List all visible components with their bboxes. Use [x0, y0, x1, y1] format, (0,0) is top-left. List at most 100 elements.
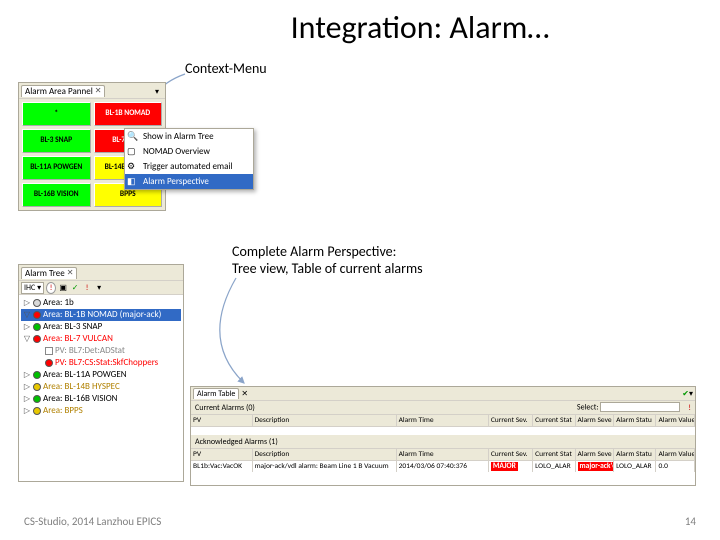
tree-item-label: Area: BL-3 SNAP	[43, 321, 102, 332]
menu-item[interactable]: ◧ Alarm Perspective	[125, 174, 253, 189]
table-cell: 2014/03/06 07:40:376	[397, 461, 489, 472]
table-titlebar: Alarm Table ✕ ✔ ▾	[191, 387, 695, 401]
tree-row[interactable]: PV: BL7:Det:ADStat	[21, 345, 181, 357]
select-label: Select:	[577, 403, 599, 413]
column-header[interactable]: PV	[191, 449, 253, 460]
expand-icon[interactable]: ▷	[23, 382, 31, 392]
tree-item-label: Area: 1b	[43, 297, 74, 308]
column-header[interactable]: Alarm Statu	[614, 415, 656, 426]
tree-item-label: PV: BL7:Det:ADStat	[55, 345, 125, 356]
menu-item[interactable]: ⚙Trigger automated email	[125, 159, 253, 174]
menu-item-label: Alarm Perspective	[143, 176, 209, 187]
column-header[interactable]: Alarm Seve	[576, 415, 615, 426]
slide-title: Integration: Alarm…	[0, 0, 720, 47]
perspective-label-2: Tree view, Table of current alarms	[232, 260, 423, 277]
column-header[interactable]: Description	[253, 449, 397, 460]
ack-icon[interactable]: ✔	[682, 389, 689, 399]
status-dot-icon	[33, 311, 41, 319]
footer-right: 14	[685, 515, 696, 528]
status-dot-icon	[33, 335, 41, 343]
close-icon[interactable]: ✕	[241, 389, 248, 399]
current-empty-body	[191, 427, 695, 435]
column-header[interactable]: Alarm Time	[397, 415, 489, 426]
unack-btn[interactable]: !	[688, 403, 691, 413]
column-header[interactable]: Current Sev.	[489, 415, 533, 426]
column-header[interactable]: Alarm Value	[656, 415, 695, 426]
tree-row[interactable]: ▷ Area: BL-3 SNAP	[21, 321, 181, 333]
expand-icon[interactable]: ▷	[23, 370, 31, 380]
alarm-cell[interactable]: BL-3 SNAP	[22, 129, 91, 153]
panel-tab[interactable]: Alarm Area Pannel ✕	[21, 85, 105, 97]
alarm-cell[interactable]: BL-1B NOMAD	[94, 102, 163, 126]
table-cell: LOLO_ALAR	[614, 461, 656, 472]
display-icon: ▢	[127, 146, 139, 158]
tab-label: Alarm Area Pannel	[25, 86, 93, 97]
column-header[interactable]: PV	[191, 415, 253, 426]
table-tab[interactable]: Alarm Table	[193, 388, 239, 399]
toolbar-icon[interactable]: ▾	[155, 87, 163, 95]
status-dot-icon	[33, 383, 41, 391]
perspective-icon: ◧	[127, 176, 139, 188]
tree-item-label: PV: BL7:CS:Stat:SkfChoppers	[55, 357, 158, 368]
table-rows-ack: BL1b:Vac:VacOKmajor-ack/vdl alarm: Beam …	[191, 461, 695, 472]
menu-icon[interactable]: ▾	[94, 283, 104, 293]
tree-row[interactable]: ▷Area: BL-11A POWGEN	[21, 369, 181, 381]
column-header[interactable]: Description	[253, 415, 397, 426]
menu-item[interactable]: ▢ NOMAD Overview	[125, 144, 253, 159]
tree-row[interactable]: ▷Area: BL-16B VISION	[21, 393, 181, 405]
info-icon[interactable]: !	[46, 282, 56, 294]
menu-item[interactable]: 🔍Show in Alarm Tree	[125, 129, 253, 144]
tree-row[interactable]: ▷Area: BPPS	[21, 405, 181, 417]
table-row[interactable]: BL1b:Vac:VacOKmajor-ack/vdl alarm: Beam …	[191, 461, 695, 472]
current-alarms-label: Current Alarms (0)	[195, 403, 255, 413]
alarm-cell[interactable]: BL-16B VISION	[22, 183, 91, 207]
column-header[interactable]: Current Stat	[533, 449, 575, 460]
close-icon[interactable]: ✕	[67, 268, 74, 278]
table-cell: BL1b:Vac:VacOK	[191, 461, 253, 472]
menu-item-label: Show in Alarm Tree	[143, 131, 214, 142]
ack-icon[interactable]: ✓	[70, 283, 80, 293]
tree-body: ▷Area: 1b▽Area: BL-1B NOMAD (major-ack)▷…	[19, 295, 183, 419]
menu-icon[interactable]: ▾	[689, 389, 693, 399]
column-header[interactable]: Alarm Seve	[576, 449, 615, 460]
expand-icon[interactable]: ▷	[23, 298, 31, 308]
tree-row[interactable]: ▽ Area: BL-1B NOMAD (major-ack)	[21, 309, 181, 321]
status-dot-icon	[33, 395, 41, 403]
tree-tab[interactable]: Alarm Tree ✕	[21, 267, 77, 279]
expand-icon[interactable]: ▽	[23, 334, 31, 344]
alarm-table-panel: Alarm Table ✕ ✔ ▾ Current Alarms (0) Sel…	[190, 386, 696, 486]
collapse-icon[interactable]: ▣	[58, 283, 68, 293]
alarm-cell[interactable]: BL-11A POWGEN	[22, 156, 91, 180]
close-icon[interactable]: ✕	[95, 86, 102, 96]
tree-toolbar: IHC ▾ ! ▣ ✓ ! ▾	[19, 281, 183, 295]
table-cell: major-ack'ed	[576, 461, 615, 472]
expand-icon[interactable]: ▷	[23, 322, 31, 332]
filter-input[interactable]	[600, 402, 680, 412]
tree-row[interactable]: ▽Area: BL-7 VULCAN	[21, 333, 181, 345]
tree-titlebar: Alarm Tree ✕	[19, 265, 183, 281]
context-menu-label: Context-Menu	[185, 60, 267, 77]
tree-row[interactable]: ▷Area: BL-14B HYSPEC	[21, 381, 181, 393]
table-cell: LOLO_ALAR	[533, 461, 575, 472]
alarm-cell[interactable]: *	[22, 102, 91, 126]
context-menu: 🔍Show in Alarm Tree ▢ NOMAD Overview ⚙Trigg…	[124, 128, 254, 190]
tree-item-label: Area: BL-1B NOMAD (major-ack)	[43, 309, 161, 320]
expand-icon[interactable]: ▽	[23, 310, 31, 320]
current-alarms-header: Current Alarms (0) Select: !	[191, 401, 695, 415]
tree-config-select[interactable]: IHC ▾	[21, 282, 44, 294]
tree-row[interactable]: ▷ Area: 1b	[21, 297, 181, 309]
table-columns-current: PVDescriptionAlarm TimeCurrent Sev.Curre…	[191, 415, 695, 427]
ack-alarms-label: Acknowledged Alarms (1)	[195, 437, 278, 447]
menu-item-label: NOMAD Overview	[143, 146, 210, 157]
column-header[interactable]: Current Sev.	[489, 449, 533, 460]
column-header[interactable]: Alarm Value	[656, 449, 695, 460]
tree-row[interactable]: PV: BL7:CS:Stat:SkfChoppers	[21, 357, 181, 369]
menu-item-label: Trigger automated email	[143, 161, 233, 172]
column-header[interactable]: Alarm Time	[397, 449, 489, 460]
column-header[interactable]: Alarm Statu	[614, 449, 656, 460]
column-header[interactable]: Current Stat	[533, 415, 575, 426]
status-dot-icon	[33, 323, 41, 331]
expand-icon[interactable]: ▷	[23, 394, 31, 404]
unack-icon[interactable]: !	[82, 283, 92, 293]
expand-icon[interactable]: ▷	[23, 406, 31, 416]
